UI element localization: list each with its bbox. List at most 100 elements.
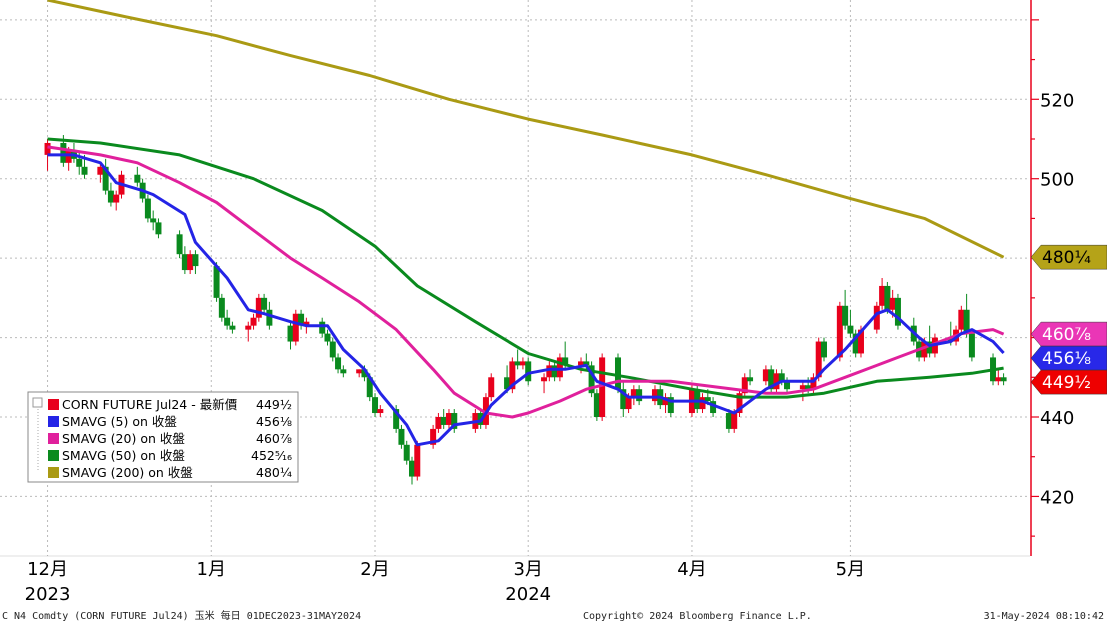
candle-body xyxy=(356,369,363,374)
candle-body xyxy=(731,413,738,429)
candle-body xyxy=(113,194,120,203)
candle-body xyxy=(593,393,600,417)
legend-label: SMAVG (20) on 收盤 xyxy=(62,431,185,446)
legend-value: 460⅞ xyxy=(256,431,292,446)
candle-body xyxy=(562,357,569,366)
legend-box xyxy=(27,391,299,483)
legend-label: SMAVG (50) on 收盤 xyxy=(62,448,185,463)
candle-body xyxy=(329,341,336,358)
badge-label: 449½ xyxy=(1042,373,1091,393)
legend-swatch xyxy=(48,433,59,444)
candle-body xyxy=(541,377,548,382)
candle-body xyxy=(620,389,627,410)
candle-body xyxy=(958,309,965,330)
candle-body xyxy=(578,361,585,366)
badge-label: 460⅞ xyxy=(1042,325,1091,345)
candle-body xyxy=(192,254,199,267)
x-year-label: 2023 xyxy=(25,584,71,605)
candle-body xyxy=(176,234,183,255)
candle-body xyxy=(255,297,262,318)
candle-body xyxy=(630,389,637,398)
candle-body xyxy=(778,373,785,382)
candlesticks xyxy=(44,135,1007,485)
candle-body xyxy=(102,166,109,191)
legend-swatch xyxy=(48,416,59,427)
candle-body xyxy=(556,357,563,378)
candle-body xyxy=(107,190,114,203)
candle-body xyxy=(651,389,658,402)
y-tick-label: 440 xyxy=(1040,408,1074,429)
ma-line-50 xyxy=(47,137,1004,399)
legend: CORN FUTURE Jul24 - 最新價 449½ SMAVG (5) on … xyxy=(27,391,299,483)
legend-value: 456⅛ xyxy=(256,414,292,429)
badge-label: 456⅛ xyxy=(1042,349,1091,369)
candle-body xyxy=(836,305,843,358)
candle-body xyxy=(440,417,447,425)
candle-body xyxy=(1000,377,1007,382)
price-badge: 449½ xyxy=(1030,369,1107,395)
candle-body xyxy=(181,254,188,271)
badge-shape xyxy=(1030,321,1107,347)
candle-body xyxy=(218,297,225,318)
badge-shape xyxy=(1030,244,1107,270)
candle-body xyxy=(60,142,67,163)
candle-body xyxy=(97,166,104,175)
ma-line-200 xyxy=(47,0,1005,259)
x-tick-label: 4月 xyxy=(677,559,706,580)
candle-body xyxy=(968,333,975,358)
legend-swatch xyxy=(48,399,59,410)
candle-body xyxy=(372,397,379,414)
candle-body xyxy=(762,369,769,382)
moving-average-lines xyxy=(47,0,1005,447)
legend-value: 480¼ xyxy=(256,465,292,480)
candle-body xyxy=(393,409,400,429)
legend-swatch xyxy=(48,450,59,461)
candle-body xyxy=(873,305,880,330)
candle-body xyxy=(784,381,791,390)
candle-body xyxy=(287,325,294,342)
candle-body xyxy=(150,218,157,223)
candle-body xyxy=(889,297,896,310)
price-badge: 480¼ xyxy=(1030,244,1107,270)
candle-body xyxy=(266,309,273,326)
price-badge: 456⅛ xyxy=(1030,345,1107,371)
candle-body xyxy=(377,409,384,414)
badge-shape xyxy=(1030,345,1107,371)
candle-body xyxy=(409,460,415,477)
y-tick-label: 420 xyxy=(1040,487,1074,508)
candle-body xyxy=(857,329,864,354)
candle-body xyxy=(588,365,595,394)
candle-body xyxy=(926,341,933,354)
candle-body xyxy=(292,313,299,342)
candle-body xyxy=(847,325,854,334)
candle-body xyxy=(842,305,849,326)
candle-body xyxy=(504,377,511,390)
candle-body xyxy=(667,397,674,414)
candle-body xyxy=(76,158,83,167)
candle-body xyxy=(319,321,326,334)
candle-body xyxy=(884,285,891,310)
candle-body xyxy=(879,285,886,306)
x-tick-label: 3月 xyxy=(513,559,542,580)
candle-body xyxy=(815,341,822,378)
candle-body xyxy=(894,297,901,326)
candle-body xyxy=(261,297,268,310)
ma-line-5 xyxy=(47,153,1005,447)
x-year-label: 2024 xyxy=(505,584,551,605)
candle-body xyxy=(224,317,231,326)
candle-body xyxy=(298,313,305,326)
y-tick-label: 520 xyxy=(1040,90,1074,111)
candle-body xyxy=(44,142,51,155)
candle-body xyxy=(488,377,495,398)
candle-body xyxy=(921,341,928,358)
candle-body xyxy=(525,361,532,382)
ma-line-20 xyxy=(47,145,1005,419)
candle-body xyxy=(583,361,590,366)
candle-body xyxy=(810,377,817,390)
candle-body xyxy=(636,389,643,402)
candle-body xyxy=(134,174,141,183)
candle-body xyxy=(852,333,859,354)
candle-body xyxy=(144,198,151,219)
legend-value: 449½ xyxy=(256,397,292,412)
candle-body xyxy=(625,397,632,410)
